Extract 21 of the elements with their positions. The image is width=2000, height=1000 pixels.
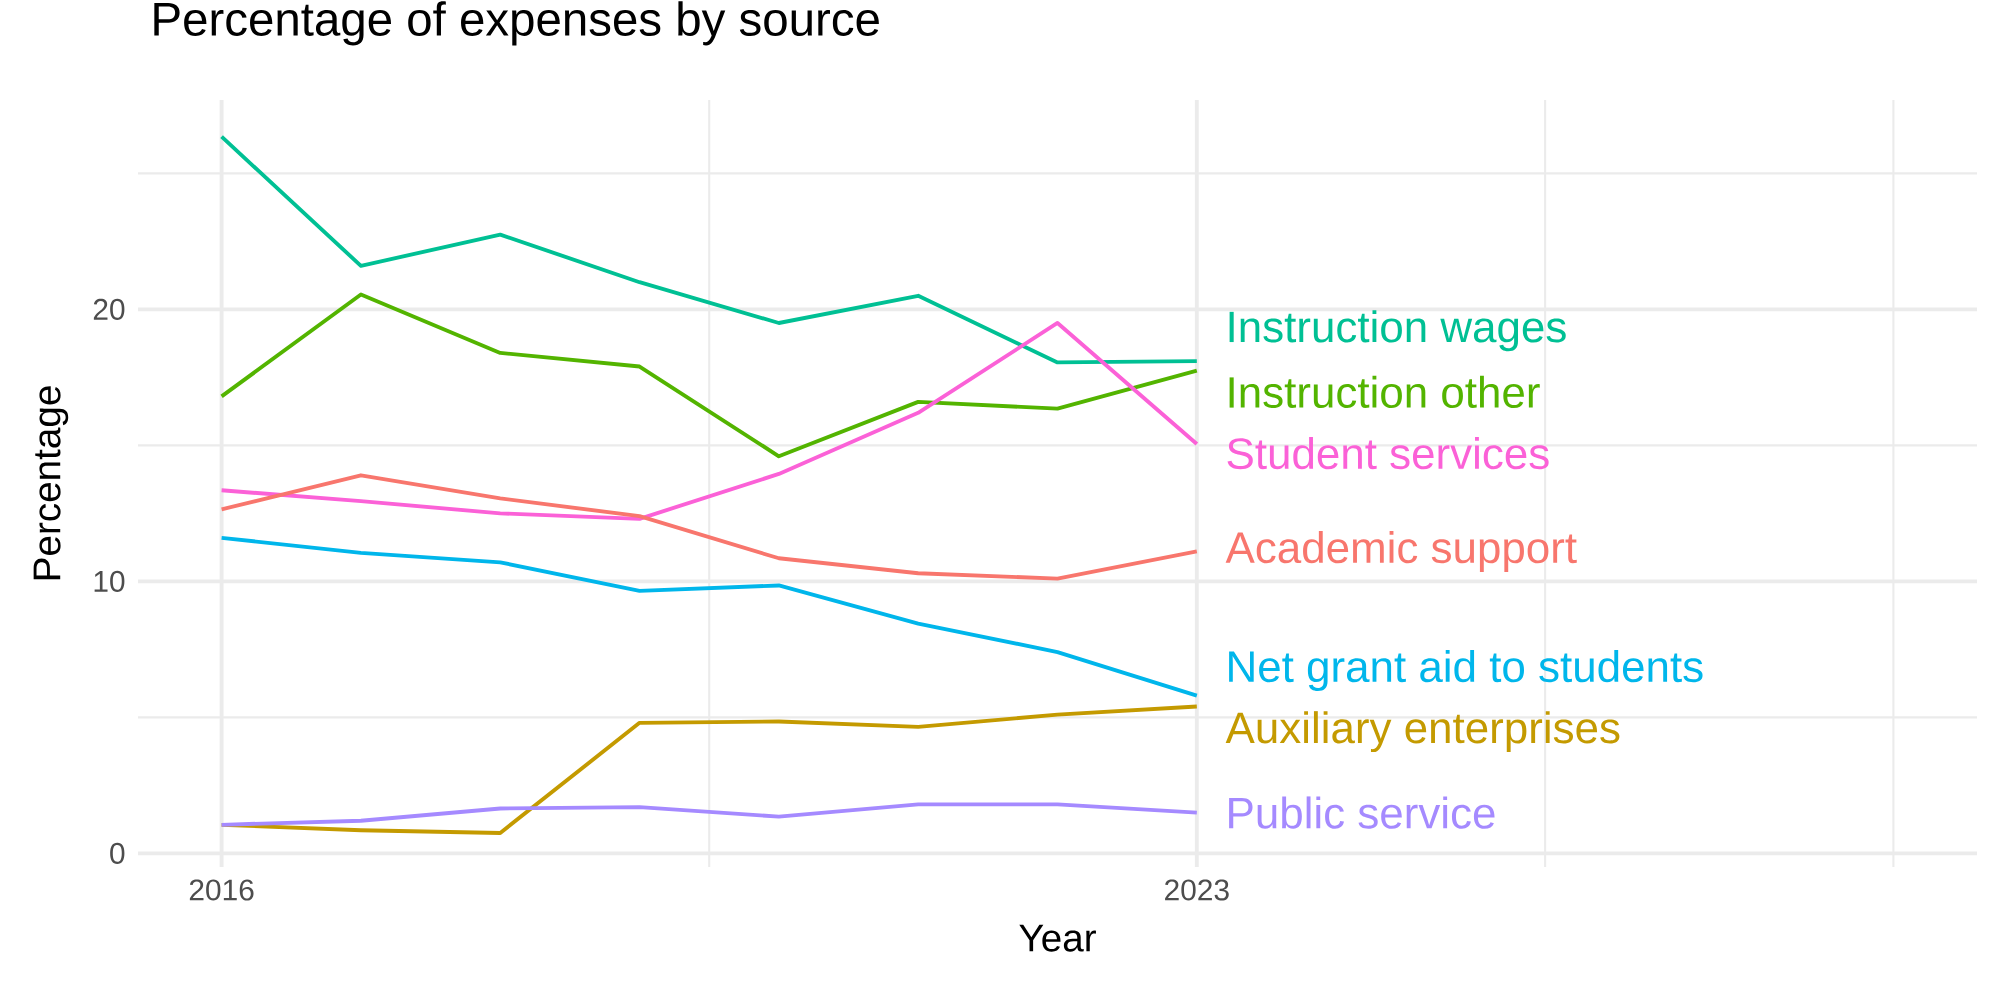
series-label: Student services [1227, 436, 1549, 470]
series-label: Public service [1229, 796, 1495, 829]
chart-title: Percentage of expenses by source [154, 1, 879, 46]
series-label: Net grant aid to students [1229, 649, 1703, 691]
series-label: Instruction wages [1229, 310, 1566, 352]
series-label: Auxiliary enterprises [1225, 711, 1620, 753]
x-tick-label: 2023 [1165, 879, 1229, 901]
line-series [219, 535, 1199, 698]
line-series [219, 802, 1199, 827]
y-tick-label: 20 [93, 298, 125, 320]
x-axis-title: Year [1019, 924, 1096, 952]
x-tick-label: 2016 [189, 879, 254, 901]
line-series [219, 134, 1199, 365]
y-axis-title: Percentage [33, 386, 69, 580]
line-series [219, 473, 1199, 581]
series-label: Academic support [1225, 530, 1577, 572]
y-tick-label: 10 [94, 570, 125, 592]
y-tick-label: 0 [110, 842, 125, 864]
line-series [219, 292, 1199, 459]
series-label: Instruction other [1229, 375, 1540, 409]
line-series [219, 321, 1199, 521]
